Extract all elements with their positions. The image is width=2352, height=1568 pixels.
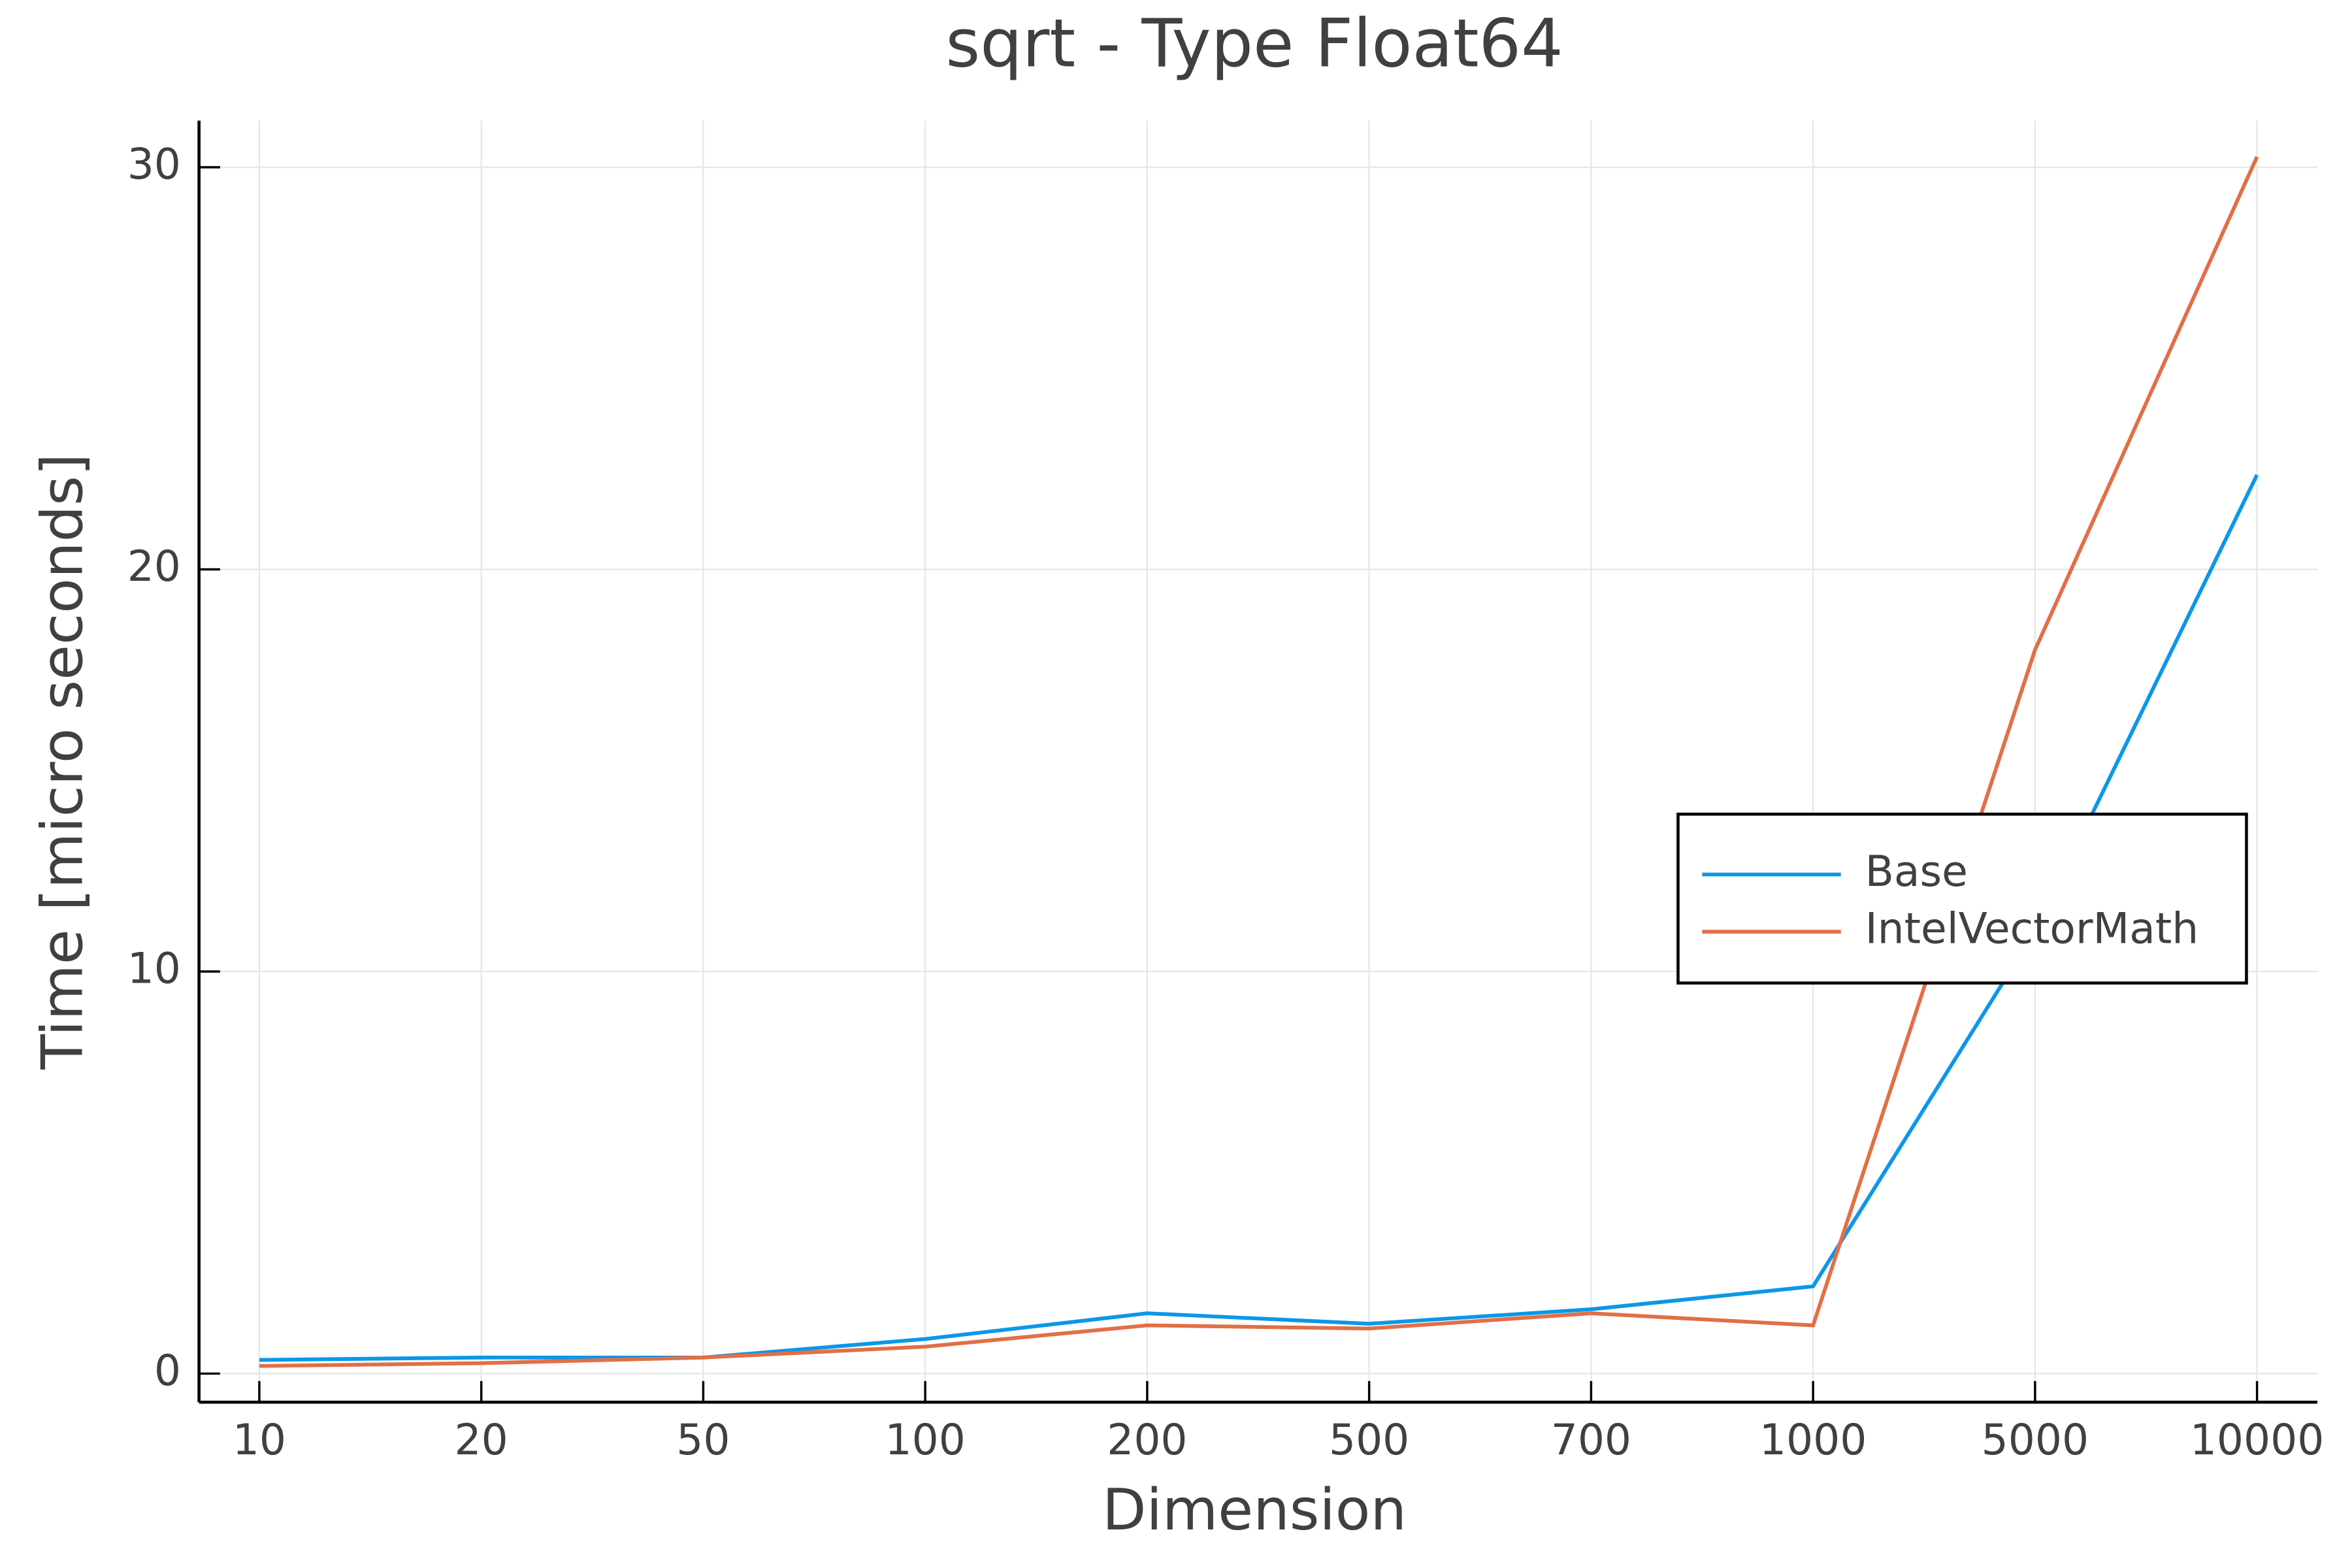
x-tick-label: 20 [455,1416,508,1465]
data-line [259,155,2259,1368]
data-line [259,474,2259,1362]
y-axis-label: Time [micro seconds] [29,453,95,1070]
x-tick-label: 50 [676,1416,730,1465]
x-tick-label: 10000 [2190,1416,2325,1465]
y-tick-label: 30 [127,140,181,189]
legend-label: IntelVectorMath [1865,905,2199,954]
plot-area: 0 10 20 30 10 20 50 100 200 500 700 1000 5000 10000 Ba… [127,120,2325,1465]
x-axis-label: Dimension [1102,1477,1407,1543]
y-tick-label: 10 [127,945,181,994]
x-tick-label: 5000 [1982,1416,2089,1465]
y-tick-label: 0 [154,1347,181,1396]
x-tick-label: 700 [1551,1416,1631,1465]
legend-label: Base [1865,847,1968,896]
x-tick-label: 200 [1107,1416,1187,1465]
x-tick-label: 100 [885,1416,965,1465]
x-tick-label: 10 [233,1416,286,1465]
legend-box [1676,812,2248,985]
x-tick-label: 1000 [1759,1416,1867,1465]
y-tick-label: 20 [127,542,181,591]
x-tick-label: 500 [1329,1416,1409,1465]
chart-title: sqrt - Type Float64 [945,5,1563,82]
